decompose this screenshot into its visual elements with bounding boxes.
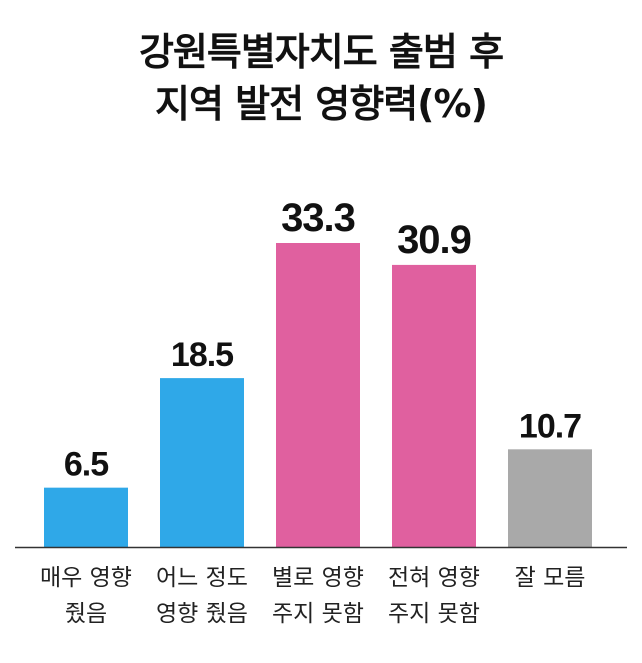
category-label-3-line-1: 별로 영향 [272, 565, 364, 591]
category-label-4-line-1: 전혀 영향 [388, 565, 480, 591]
category-label-5-line-1: 잘 모름 [515, 565, 586, 591]
bar-5 [508, 449, 592, 547]
value-labels-group: 6.5 18.5 33.3 30.9 10.7 [64, 196, 582, 484]
category-label-1-line-2: 줬음 [65, 601, 107, 627]
chart-title: 강원특별자치도 출범 후 지역 발전 영향력(%) [0, 26, 642, 130]
category-label-2-line-2: 영향 줬음 [156, 601, 248, 627]
value-label-1: 6.5 [64, 446, 108, 484]
bar-1 [44, 487, 128, 547]
bar-2 [160, 378, 244, 547]
category-label-4-line-2: 주지 못함 [388, 601, 480, 627]
bar-4 [392, 264, 476, 547]
bar-3 [276, 243, 360, 547]
category-label-3-line-2: 주지 못함 [272, 601, 364, 627]
category-label-2-line-1: 어느 정도 [156, 565, 248, 591]
chart-title-line-2: 지역 발전 영향력(%) [155, 82, 488, 126]
value-label-2: 18.5 [171, 336, 233, 374]
value-label-4: 30.9 [397, 218, 471, 262]
bars-group [44, 243, 592, 547]
chart-title-line-1: 강원특별자치도 출범 후 [138, 30, 504, 74]
value-label-3: 33.3 [281, 196, 355, 240]
value-label-5: 10.7 [519, 407, 581, 445]
category-label-1-line-1: 매우 영향 [40, 565, 132, 591]
